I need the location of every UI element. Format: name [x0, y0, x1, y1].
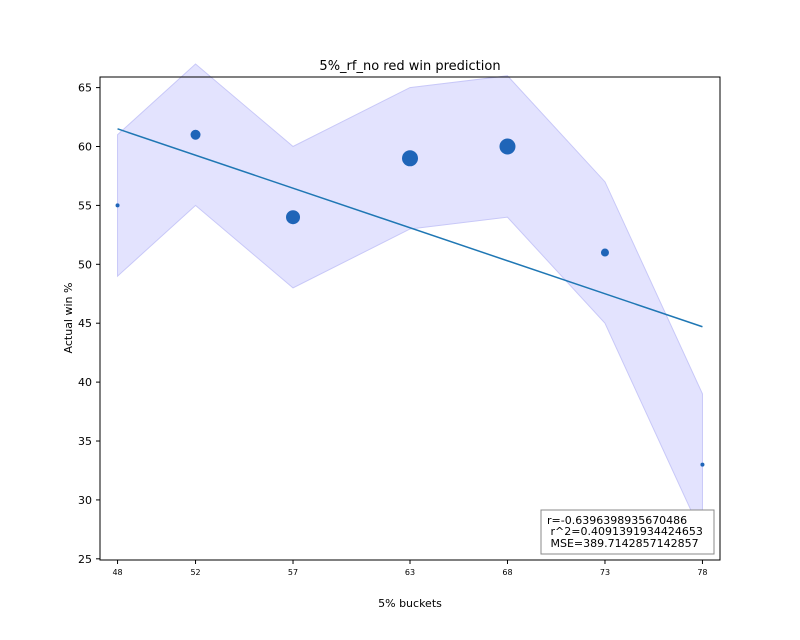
data-point [115, 203, 120, 208]
data-point [402, 150, 418, 167]
y-tick-label: 45 [78, 317, 92, 330]
x-axis-label: 5% buckets [378, 597, 442, 610]
data-point [499, 138, 516, 155]
y-ticks: 25 30 35 40 45 50 55 60 65 [78, 82, 100, 566]
stats-mse: MSE=389.7142857142857 [547, 537, 699, 550]
fit-line-layer [117, 128, 703, 328]
data-point [700, 462, 705, 467]
y-tick-label: 40 [78, 376, 92, 389]
y-tick-label: 30 [78, 494, 92, 507]
fit-line [117, 128, 703, 328]
data-point [600, 248, 609, 257]
y-tick-label: 25 [78, 553, 92, 566]
stats-r2: r^2=0.4091391934424653 [547, 525, 703, 538]
stats-box-frame [540, 509, 715, 555]
y-axis-label: Actual win % [62, 283, 75, 354]
y-tick-label: 55 [78, 199, 92, 212]
x-tick-label: 78 [697, 568, 707, 577]
x-tick-label: 57 [288, 568, 298, 577]
data-point [190, 129, 201, 140]
x-tick-label: 52 [190, 568, 200, 577]
points-layer [115, 129, 705, 467]
stats-box: r=-0.6396398935670486 r^2=0.409139193442… [540, 509, 715, 555]
x-tick-label: 48 [112, 568, 122, 577]
chart-title: 5%_rf_no red win prediction [319, 59, 500, 74]
x-tick-label: 73 [600, 568, 610, 577]
y-tick-label: 50 [78, 258, 92, 271]
x-tick-label: 63 [405, 568, 415, 577]
y-tick-label: 65 [78, 82, 92, 95]
x-tick-label: 68 [502, 568, 512, 577]
y-tick-label: 60 [78, 141, 92, 154]
confidence-band-layer [117, 63, 703, 536]
stats-r: r=-0.6396398935670486 [547, 514, 687, 527]
x-ticks: 48 52 57 63 68 73 78 [112, 560, 708, 577]
y-tick-label: 35 [78, 435, 92, 448]
data-point [286, 210, 301, 225]
confidence-band [117, 63, 703, 536]
